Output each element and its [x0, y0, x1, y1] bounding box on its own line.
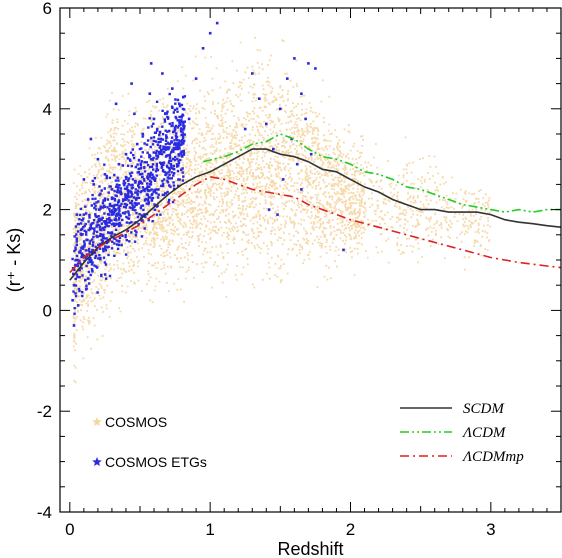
etg-point-0	[71, 299, 74, 302]
etg-point-20	[113, 218, 116, 221]
etg-point-73	[215, 21, 219, 25]
y-tick-label-0: 0	[43, 301, 52, 320]
etg-point-74	[187, 117, 191, 121]
etg-point-17	[103, 173, 107, 176]
etg-point-15	[98, 208, 101, 211]
etg-point-41	[130, 82, 133, 85]
model-lines	[69, 133, 562, 281]
y-tick-label-2: 2	[43, 201, 52, 220]
etg-point-30	[149, 157, 153, 161]
legend-marker-cosmos-etgs	[92, 457, 102, 466]
etg-point-36	[169, 162, 173, 166]
etg-point-39	[180, 142, 184, 146]
etg-point-77	[75, 213, 79, 216]
etg-point-3	[75, 243, 79, 247]
etg-point-31	[152, 117, 156, 121]
etg-point-26	[135, 142, 139, 146]
legend-right: SCDM ΛCDM ΛCDMmp	[400, 401, 524, 465]
etg-point-1	[72, 283, 76, 287]
etg-point-24	[127, 183, 131, 186]
etg-point-61	[293, 57, 296, 60]
legend-label-cosmos: COSMOS	[105, 414, 167, 430]
legend-label-scdm: SCDM	[463, 401, 505, 417]
etg-point-71	[300, 188, 303, 191]
axis-ticks	[60, 7, 562, 513]
etg-point-21	[117, 162, 121, 166]
model-line-0	[69, 148, 562, 281]
model-line-1	[202, 133, 561, 213]
etg-point-9	[84, 278, 87, 282]
etg-point-45	[149, 62, 153, 65]
etg-point-33	[159, 137, 163, 141]
y-axis-title: (r⁺ - Ks)	[4, 228, 24, 293]
tick-labels: 0 1 2 3 6 4 2 0 -2 -4	[37, 0, 496, 539]
etg-point-62	[295, 162, 299, 166]
etg-dense-cloud	[71, 92, 187, 315]
y-tick-label-6: 6	[43, 0, 52, 18]
y-tick-label-4: 4	[43, 100, 52, 119]
legend-label-cosmos-etgs: COSMOS ETGs	[105, 454, 207, 470]
etg-point-13	[92, 183, 95, 186]
etg-point-22	[121, 198, 125, 201]
etg-point-51	[201, 47, 205, 50]
y-tick-label--2: -2	[37, 402, 52, 421]
etg-point-49	[72, 324, 76, 327]
etg-point-40	[114, 102, 118, 106]
etg-point-68	[267, 208, 271, 211]
etg-point-11	[86, 198, 90, 201]
etg-point-69	[276, 213, 279, 216]
legend-left: COSMOS COSMOS ETGs	[92, 414, 207, 470]
etg-point-46	[133, 112, 136, 116]
etg-point-67	[314, 67, 317, 70]
etg-point-63	[300, 92, 303, 95]
etg-point-23	[124, 152, 128, 156]
x-tick-label-0: 0	[65, 520, 74, 539]
legend-label-lcdm: ΛCDM	[461, 425, 507, 441]
etg-point-64	[304, 117, 307, 121]
etg-point-52	[208, 31, 212, 35]
etg-point-59	[286, 77, 289, 80]
model-line-2	[69, 175, 562, 274]
x-axis-title: Redshift	[277, 539, 343, 558]
y-tick-label--4: -4	[37, 503, 52, 522]
etg-point-54	[258, 97, 261, 100]
etg-point-70	[342, 248, 345, 252]
etg-point-4	[76, 304, 80, 307]
x-tick-label-1: 1	[205, 520, 214, 539]
etg-point-25	[131, 208, 135, 211]
etg-point-28	[141, 132, 145, 136]
etg-point-8	[82, 213, 86, 216]
etg-point-43	[161, 72, 164, 75]
etg-point-27	[138, 173, 142, 176]
etg-point-55	[265, 122, 268, 126]
etg-point-66	[309, 152, 313, 156]
etg-point-57	[279, 107, 282, 111]
etg-point-76	[82, 178, 86, 181]
etg-point-44	[171, 87, 174, 90]
etg-point-65	[307, 62, 310, 65]
cosmos-scatter-cloud	[72, 36, 493, 384]
cosmos-scatter-points	[72, 36, 493, 384]
etg-point-42	[148, 92, 152, 95]
x-tick-label-2: 2	[346, 520, 355, 539]
etg-point-56	[272, 147, 275, 151]
etg-point-47	[89, 137, 93, 141]
etg-point-38	[178, 102, 181, 106]
etg-point-53	[251, 72, 254, 75]
etg-point-60	[290, 137, 293, 141]
legend-label-lcdmmp: ΛCDMmp	[461, 449, 524, 465]
etg-point-19	[110, 188, 114, 191]
etg-point-48	[96, 157, 100, 161]
etg-point-50	[194, 77, 198, 80]
etg-point-58	[281, 178, 285, 181]
legend-marker-cosmos	[92, 417, 102, 426]
etg-point-72	[243, 127, 247, 131]
x-tick-label-3: 3	[486, 520, 495, 539]
etg-point-75	[117, 243, 121, 247]
